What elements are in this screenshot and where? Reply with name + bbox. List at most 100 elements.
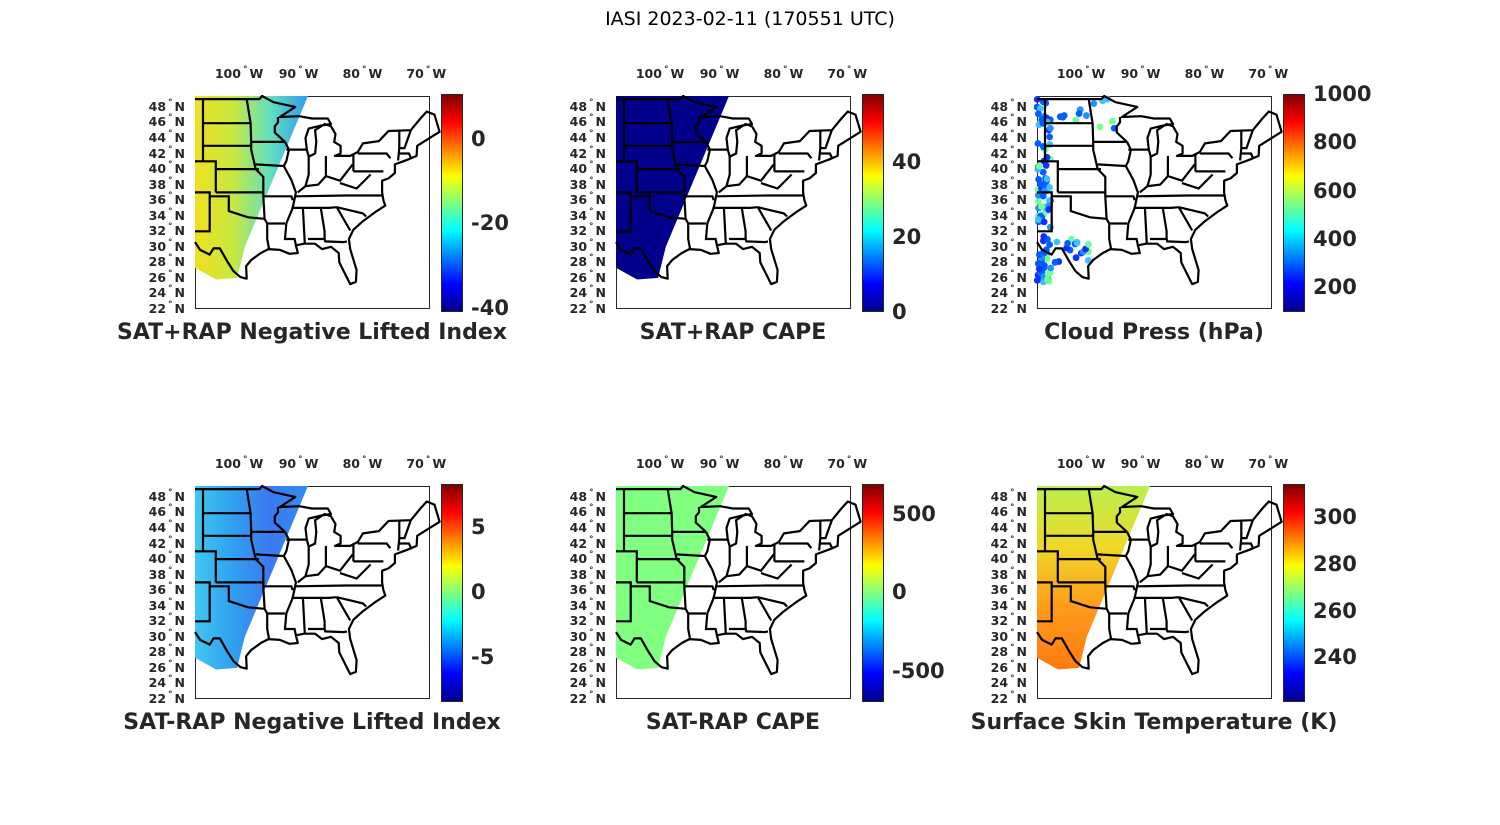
lat-value: 32 — [990, 613, 1009, 629]
degree-symbol: ° — [1010, 503, 1015, 514]
lon-hemisphere: W — [670, 456, 685, 471]
degree-symbol: ° — [1010, 487, 1015, 498]
lon-value: 80 — [763, 456, 781, 471]
degree-symbol: ° — [1203, 455, 1209, 465]
lat-hemisphere: N — [1016, 659, 1027, 675]
lat-tick-label: 42 ° N — [125, 145, 185, 162]
lon-value: 100 — [635, 456, 662, 471]
state-boundary — [1241, 129, 1254, 150]
lat-value: 32 — [569, 223, 588, 239]
degree-symbol: ° — [1010, 113, 1015, 124]
degree-symbol: ° — [589, 627, 594, 638]
cloud-pressure-dot — [1064, 239, 1071, 247]
map-panel: 48 ° N 46 ° N 44 ° N 42 ° N 40 ° N 38 ° N 36 ° N 34 ° N 32 ° N 30 ° N… — [917, 446, 1357, 736]
state-boundary — [263, 195, 294, 201]
lat-hemisphere: N — [174, 628, 185, 644]
lat-tick-label: 44 ° N — [125, 129, 185, 146]
state-boundary — [1105, 585, 1136, 591]
lon-hemisphere: W — [304, 456, 319, 471]
degree-symbol: ° — [242, 65, 248, 75]
lat-tick-label: 28 ° N — [546, 253, 606, 270]
lon-hemisphere: W — [789, 66, 804, 81]
lon-value: 100 — [635, 66, 662, 81]
state-boundary — [397, 130, 401, 161]
lat-value: 36 — [569, 192, 588, 208]
cloud-pressure-dot — [1083, 112, 1090, 119]
degree-symbol: ° — [1010, 690, 1015, 700]
degree-symbol: ° — [168, 503, 173, 514]
degree-symbol: ° — [589, 690, 594, 700]
lat-tick-label: 24 ° N — [546, 674, 606, 691]
lat-hemisphere: N — [1016, 597, 1027, 613]
us-coastline — [1036, 94, 1283, 286]
lat-hemisphere: N — [1016, 613, 1027, 629]
colorbar-tick-label: 5 — [471, 514, 486, 539]
lon-hemisphere: W — [1274, 456, 1289, 471]
lat-value: 22 — [990, 691, 1009, 706]
degree-symbol: ° — [589, 550, 594, 561]
lat-tick-label: 34 ° N — [125, 597, 185, 614]
lat-tick-label: 30 ° N — [546, 627, 606, 645]
lat-value: 26 — [148, 269, 167, 285]
colorbar-tick-label: 800 — [1313, 130, 1357, 155]
degree-symbol: ° — [782, 455, 788, 465]
lat-hemisphere: N — [174, 145, 185, 161]
lat-value: 38 — [990, 176, 1009, 192]
state-boundary — [1178, 596, 1209, 608]
state-boundary — [291, 206, 337, 210]
degree-symbol: ° — [168, 581, 173, 592]
lat-hemisphere: N — [174, 192, 185, 208]
lat-tick-label: 42 ° N — [967, 535, 1027, 552]
lat-value: 44 — [990, 519, 1009, 535]
cloud-pressure-dot — [1096, 123, 1104, 131]
state-boundary — [703, 531, 719, 636]
map-axes — [194, 94, 441, 309]
state-boundary — [1139, 553, 1196, 584]
colorbar-tick-label: 240 — [1313, 645, 1357, 670]
state-boundary — [245, 98, 271, 250]
lat-value: 22 — [148, 691, 167, 706]
state-boundary — [203, 160, 217, 193]
lat-value: 26 — [990, 269, 1009, 285]
lat-value: 42 — [148, 145, 167, 161]
lat-tick-label: 36 ° N — [125, 191, 185, 208]
lat-tick-label: 24 ° N — [125, 674, 185, 691]
state-boundary — [297, 553, 354, 584]
lon-tick-label: 100 ° W — [635, 455, 685, 471]
lon-hemisphere: W — [670, 66, 685, 81]
lat-value: 42 — [990, 145, 1009, 161]
lon-tick-label: 80 ° W — [1185, 65, 1225, 81]
map-canvas — [1033, 94, 1283, 286]
colorbar — [441, 94, 463, 312]
cloud-pressure-dot — [1044, 276, 1051, 283]
lat-value: 26 — [148, 659, 167, 675]
cloud-pressure-dot — [1035, 216, 1042, 224]
lat-tick-label: 26 ° N — [967, 269, 1027, 286]
degree-symbol: ° — [168, 674, 173, 685]
state-boundary — [757, 596, 788, 608]
state-boundary — [1133, 596, 1179, 600]
lon-tick-label: 70 ° W — [827, 65, 867, 81]
degree-symbol: ° — [168, 658, 173, 669]
state-boundary — [295, 194, 383, 198]
lat-value: 24 — [569, 285, 588, 301]
lat-hemisphere: N — [174, 504, 185, 520]
lon-tick-label: 70 ° W — [1248, 65, 1288, 81]
cloud-pressure-dot — [1039, 192, 1047, 200]
degree-symbol: ° — [589, 487, 594, 498]
colorbar-tick-label: -40 — [471, 295, 509, 320]
lat-tick-label: 28 ° N — [125, 643, 185, 660]
lon-hemisphere: W — [725, 456, 740, 471]
lat-tick-label: 48 ° N — [546, 98, 606, 115]
state-boundary — [339, 563, 372, 580]
lat-tick-label: 34 ° N — [546, 597, 606, 614]
lat-tick-label: 38 ° N — [125, 176, 185, 193]
panel-title: Surface Skin Temperature (K) — [970, 710, 1338, 735]
lat-value: 38 — [990, 566, 1009, 582]
lat-hemisphere: N — [595, 238, 606, 254]
lat-value: 32 — [569, 613, 588, 629]
state-boundary — [676, 553, 705, 558]
lat-hemisphere: N — [174, 675, 185, 691]
degree-symbol: ° — [168, 97, 173, 108]
lon-hemisphere: W — [368, 456, 383, 471]
